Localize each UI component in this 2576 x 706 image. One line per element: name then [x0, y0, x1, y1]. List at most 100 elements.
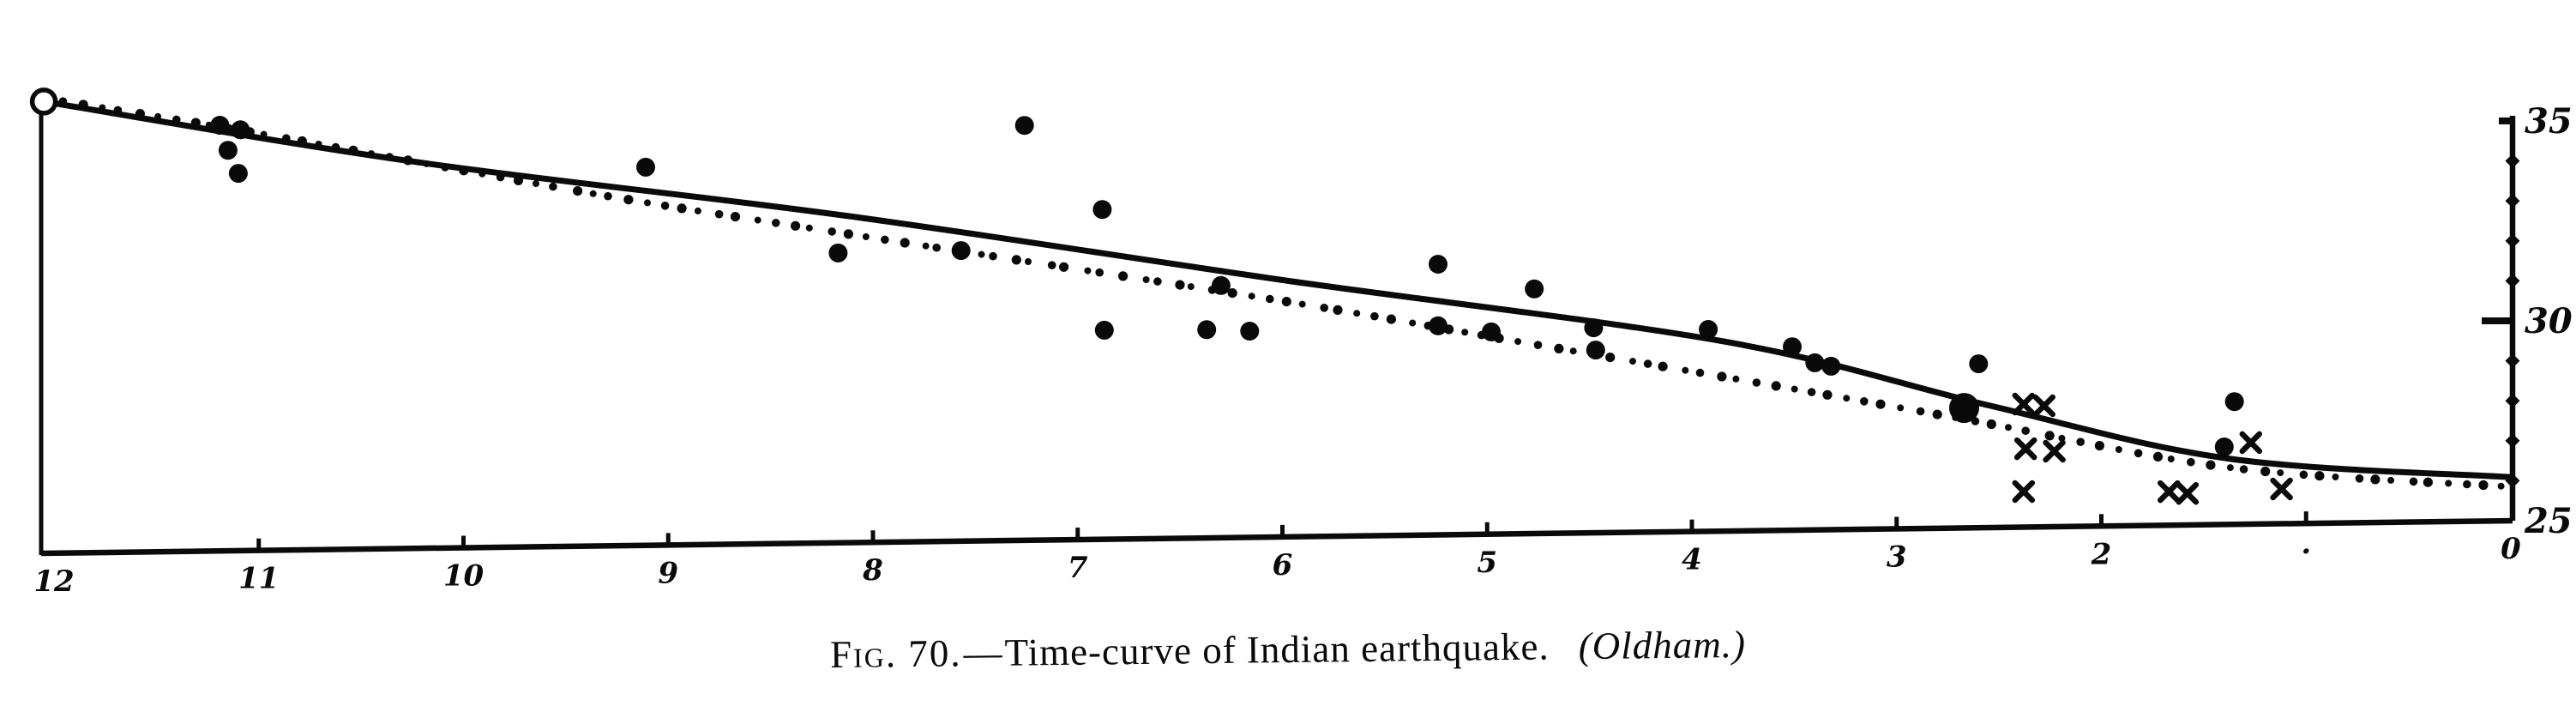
x-tick-label: 8 [862, 553, 883, 588]
dotted-curve-dot [862, 233, 870, 240]
dotted-curve-dot [2044, 431, 2055, 441]
dotted-curve-dot [1843, 395, 1851, 402]
x-tick-label: 6 [1273, 548, 1293, 582]
data-point [2224, 392, 2244, 412]
x-tick-label: 2 [2091, 537, 2112, 571]
dotted-curve-dot [2355, 474, 2364, 483]
dotted-curve-dot [549, 182, 557, 191]
dotted-curve-dot [2423, 477, 2433, 487]
cross-mark [2043, 439, 2066, 463]
dotted-curve-dot [2187, 457, 2195, 467]
dotted-curve-dot [2152, 451, 2164, 462]
origin-group [29, 87, 58, 116]
dotted-curve-dot [1695, 368, 1705, 377]
data-point [828, 243, 848, 262]
data-point [1429, 316, 1447, 335]
dotted-curve-dot [660, 202, 670, 210]
dotted-curve-dot [2387, 476, 2395, 484]
dotted-curve-dot [1142, 276, 1150, 283]
y-minor-tick [2505, 233, 2520, 249]
x-tick-label: · [2301, 534, 2311, 569]
dotted-curve-dot [1932, 409, 1942, 419]
x-tick-label: 4 [1682, 543, 1702, 577]
x-tick-label: 10 [443, 559, 485, 594]
dotted-curve-dot [2370, 474, 2380, 485]
x-tick-label: 7 [1068, 551, 1088, 585]
dotted-curve-dot [1333, 305, 1343, 315]
dotted-curve-dot [1320, 304, 1328, 312]
data-point [210, 116, 230, 135]
dotted-curve-dot [573, 186, 583, 196]
data-point [1197, 320, 1217, 340]
dotted-curve-dot [1752, 378, 1761, 387]
x-axis-ticks-group: 12 11 10 9 8 7 6 5 4 3 2 · 0 [33, 511, 2521, 599]
data-point [1783, 337, 1802, 357]
dotted-curve-dot [1658, 361, 1668, 371]
dotted-curve-dot [1860, 397, 1869, 406]
cross-mark [2158, 480, 2181, 504]
data-point [1211, 275, 1231, 295]
data-point [1525, 279, 1544, 299]
dotted-time-curve [58, 97, 2505, 491]
y-minor-tick [2505, 393, 2520, 408]
data-point [1482, 322, 1501, 341]
dotted-curve-dot [2134, 449, 2143, 458]
dotted-curve-dot [1409, 319, 1417, 327]
cross-mark [2012, 480, 2036, 504]
dotted-curve-dot [1514, 338, 1522, 346]
dotted-curve-dot [2260, 466, 2271, 477]
cross-mark [2013, 437, 2037, 461]
data-point [231, 120, 250, 140]
cross-marks-group [2012, 392, 2293, 505]
y-minor-tick [2505, 353, 2520, 369]
dotted-curve-dot [1461, 329, 1469, 336]
dotted-curve-dot [1187, 283, 1195, 291]
dotted-curve-dot [1248, 293, 1255, 300]
y-minor-tick [2505, 433, 2520, 449]
y-tick-label: 35 [2525, 101, 2573, 142]
dotted-curve-dot [1025, 258, 1032, 265]
x-tick-label: 5 [1477, 546, 1497, 580]
dotted-curve-dot [1791, 385, 1798, 393]
dotted-curve-dot [1047, 261, 1056, 270]
data-point [951, 241, 971, 261]
data-point [2214, 437, 2234, 456]
dotted-curve-dot [932, 243, 941, 252]
dotted-curve-dot [2277, 469, 2284, 477]
dotted-curve-dot [1011, 255, 1021, 265]
dotted-curve-dot [1281, 297, 1291, 307]
dotted-curve-dot [922, 242, 930, 250]
dotted-curve-dot [978, 250, 985, 258]
dotted-curve-dot [1986, 419, 1996, 430]
dotted-curve-dot [730, 212, 741, 222]
dotted-curve-dot [881, 235, 889, 244]
dotted-curve-dot [2478, 480, 2489, 491]
dotted-curve-dot [989, 251, 997, 261]
y-minor-tick [2505, 273, 2520, 288]
caption-attribution: (Oldham.) [1578, 622, 1747, 668]
axes-group [39, 101, 2516, 557]
dotted-curve-dot [1605, 353, 1616, 363]
origin-open-circle [29, 87, 58, 116]
dotted-curve-dot [1717, 371, 1727, 382]
dotted-curve-dot [1386, 314, 1396, 324]
dotted-curve-dot [1533, 341, 1543, 350]
dotted-curve-dot [1370, 311, 1379, 321]
dotted-curve-dot [1569, 347, 1577, 355]
dotted-curve-dot [1916, 407, 1925, 416]
dotted-curve-dot [1059, 262, 1069, 272]
x-tick-label: 9 [658, 556, 678, 590]
dotted-curve-dot [2463, 480, 2471, 489]
dotted-curve-dot [1822, 389, 1833, 400]
data-point [1969, 354, 1989, 374]
dotted-curve-dot [1732, 375, 1740, 383]
y-tick-label: 30 [2525, 301, 2573, 341]
caption-dash: — [963, 631, 1003, 675]
dotted-curve-dot [1153, 277, 1162, 286]
dotted-curve-dot [533, 180, 539, 187]
caption-title: Time-curve of Indian earthquake. [1004, 625, 1550, 674]
dotted-curve-dot [1807, 388, 1816, 396]
data-point [1429, 255, 1447, 274]
data-point [636, 157, 655, 177]
